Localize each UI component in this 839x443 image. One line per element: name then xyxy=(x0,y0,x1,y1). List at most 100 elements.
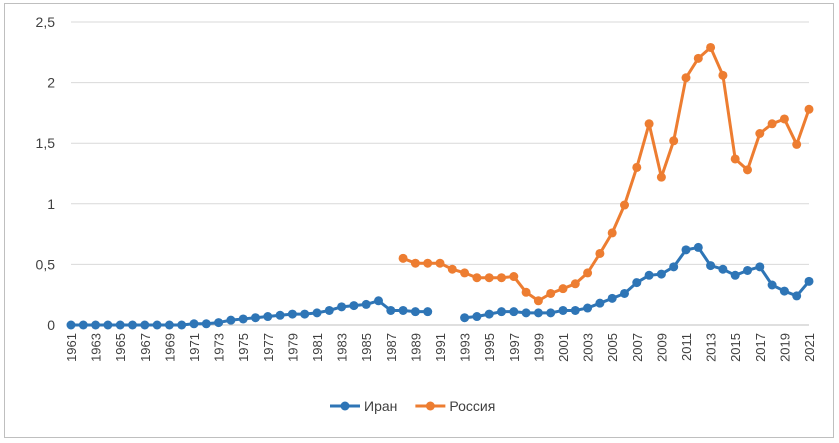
x-tick-label: 1989 xyxy=(408,333,423,362)
y-tick-label: 2 xyxy=(47,75,55,91)
x-tick-label: 1971 xyxy=(187,333,202,362)
legend-item-1: Иран xyxy=(330,398,397,414)
data-point xyxy=(595,298,605,308)
x-tick-label: 1983 xyxy=(335,333,350,362)
x-axis-labels: 1961 1963 1965 1967 1969 1971 1973 1975 1977 1979… xyxy=(64,333,817,362)
x-tick-label: 2003 xyxy=(581,333,596,362)
data-point xyxy=(804,276,814,286)
data-point xyxy=(632,278,642,288)
x-tick-label: 2005 xyxy=(605,333,620,362)
data-point xyxy=(152,320,162,330)
data-point xyxy=(681,73,691,83)
x-tick-label: 1999 xyxy=(531,333,546,362)
data-point xyxy=(755,262,765,272)
x-tick-label: 1963 xyxy=(89,333,104,362)
gridlines xyxy=(71,21,809,326)
data-point xyxy=(656,269,666,279)
y-tick-label: 0 xyxy=(47,317,55,333)
data-point xyxy=(337,302,347,312)
legend-marker xyxy=(425,401,435,411)
x-tick-label: 2013 xyxy=(704,333,719,362)
data-point xyxy=(558,284,568,294)
x-tick-label: 2019 xyxy=(777,333,792,362)
data-point xyxy=(423,307,433,317)
data-point xyxy=(570,305,580,315)
data-point xyxy=(620,200,629,210)
data-point xyxy=(251,313,260,323)
legend-label: Россия xyxy=(449,398,495,414)
data-point xyxy=(779,114,789,124)
data-point xyxy=(632,162,642,172)
legend: Иран Россия xyxy=(330,398,495,414)
data-point xyxy=(620,288,629,298)
data-point xyxy=(214,318,224,328)
data-point xyxy=(312,308,322,318)
data-point xyxy=(595,248,605,258)
data-point xyxy=(349,301,359,311)
data-point xyxy=(521,287,531,297)
legend-label: Иран xyxy=(364,398,397,414)
data-point xyxy=(287,309,297,319)
data-point xyxy=(730,270,740,280)
x-tick-label: 1967 xyxy=(138,333,153,362)
data-point xyxy=(656,172,666,182)
line-chart: 0 0,5 1 1,5 2 2,5 1961 1963 1965 1967 1969 1971 197… xyxy=(36,14,817,414)
data-point xyxy=(484,309,494,319)
x-tick-label: 1977 xyxy=(261,333,276,362)
data-point xyxy=(509,307,519,317)
data-point xyxy=(91,320,101,330)
data-point xyxy=(398,305,408,315)
y-axis-labels: 0 0,5 1 1,5 2 2,5 xyxy=(36,14,56,333)
x-tick-label: 1961 xyxy=(64,333,79,362)
data-point xyxy=(324,305,334,315)
x-tick-label: 1981 xyxy=(310,333,325,362)
data-point xyxy=(706,42,716,52)
data-point xyxy=(644,270,654,280)
data-point xyxy=(128,320,137,330)
x-tick-label: 1975 xyxy=(236,333,251,362)
x-tick-label: 2009 xyxy=(654,333,669,362)
data-point xyxy=(669,136,679,146)
x-tick-label: 2001 xyxy=(556,333,571,362)
data-point xyxy=(140,320,150,330)
data-point xyxy=(177,320,187,330)
data-point xyxy=(226,315,236,325)
data-point xyxy=(447,264,457,274)
data-point xyxy=(743,265,752,275)
x-tick-label: 2021 xyxy=(802,333,817,362)
x-tick-label: 1973 xyxy=(212,333,227,362)
data-point xyxy=(103,320,113,330)
x-tick-label: 1997 xyxy=(507,333,522,362)
data-point xyxy=(767,280,777,290)
data-point xyxy=(78,320,88,330)
data-point xyxy=(718,264,728,274)
data-point xyxy=(706,261,716,271)
x-tick-label: 1991 xyxy=(433,333,448,362)
x-tick-label: 1969 xyxy=(162,333,177,362)
x-tick-label: 1993 xyxy=(458,333,473,362)
y-tick-label: 1,5 xyxy=(36,135,56,151)
x-tick-label: 2015 xyxy=(728,333,743,362)
data-point xyxy=(804,104,814,114)
data-point xyxy=(693,242,703,252)
data-point xyxy=(484,273,494,283)
data-point xyxy=(386,305,396,315)
data-point xyxy=(435,258,445,268)
data-point xyxy=(755,129,765,139)
data-point xyxy=(472,312,482,322)
data-point xyxy=(238,314,248,324)
data-point xyxy=(201,319,211,329)
data-point xyxy=(497,273,506,283)
data-point xyxy=(583,268,593,278)
x-tick-label: 2017 xyxy=(753,333,768,362)
series-1 xyxy=(66,242,814,330)
series-line xyxy=(402,45,811,303)
chart-frame: 0 0,5 1 1,5 2 2,5 1961 1963 1965 1967 1969 1971 197… xyxy=(4,3,834,438)
data-point xyxy=(644,119,654,129)
data-point xyxy=(767,119,777,129)
data-point xyxy=(115,320,125,330)
data-point xyxy=(509,272,519,282)
x-tick-label: 1987 xyxy=(384,333,399,362)
data-point xyxy=(718,70,728,80)
data-point xyxy=(66,320,76,330)
